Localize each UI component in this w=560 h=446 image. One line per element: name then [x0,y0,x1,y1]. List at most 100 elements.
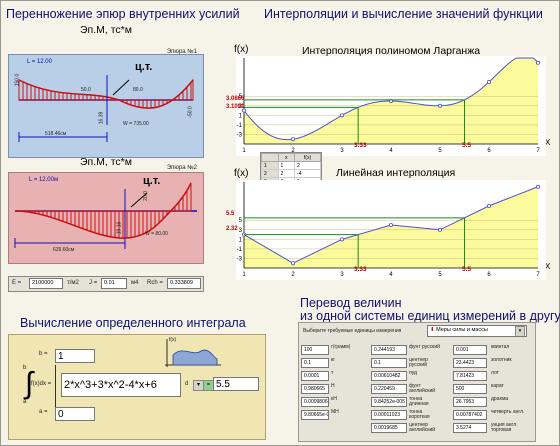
integral-upper: b [23,365,27,371]
expression-field[interactable]: 2*x^3+3*x^2-4*x+6 [61,373,181,397]
x-tick-label: 3 [340,148,344,154]
b-label: b = [39,351,48,357]
integral-sign: ∫ [25,367,34,400]
epure1-val-right: -50.0 [187,106,194,118]
data-point [437,227,442,232]
unit-label: лот [491,370,499,376]
unit-value-field[interactable]: 0.00787402 [453,410,487,420]
unit-value-field[interactable]: 0.00011023 [371,410,407,420]
unit-value-field[interactable]: 0.0001 [301,371,329,381]
chevron-down-icon[interactable]: ▾ [515,326,525,336]
data-point [242,108,247,113]
unit-label: пуд [409,370,417,376]
unit-value-field[interactable]: 0.00610482 [371,371,407,381]
data-point [486,79,491,84]
unit-value-field[interactable]: 23.4423 [453,358,487,368]
x-tick-label: 2 [291,148,295,154]
result-field[interactable]: 5.5 [213,377,259,391]
linear-chart: 1 2 3 4 5 6 7 5 3 1 -1 -3 [236,180,546,280]
epure1-title: Эп.М, тс*м [80,24,132,36]
data-point [486,203,491,208]
epure2-w: W = 80.00 [145,231,168,237]
j-field[interactable]: 0.01 [101,278,127,289]
lagrange-fx-label: f(x) [234,44,249,55]
data-point [388,223,393,228]
unit-value-field[interactable]: 0.244193 [371,345,407,355]
integral-preview-area [172,349,218,366]
epure2-area [14,182,192,239]
units-dropdown-value: Меры силы и массы [436,327,488,333]
units-select-label: Выберите требуемые единицы измерения [303,328,402,334]
epure2-title: Эп.М, тс*м [80,156,132,168]
epure2-val-ct: 19.16 [116,221,123,235]
epure1-val-left: 150.0 [14,73,21,87]
unit-value-field[interactable]: 0.001 [453,345,487,355]
data-point [340,113,345,118]
b-field[interactable]: 1 [55,349,95,363]
y-tick-label: -3 [237,256,243,262]
table-cell[interactable]: 2 [277,169,296,178]
unit-value-field[interactable]: 7.81423 [453,371,487,381]
x-tick-label: 5 [438,148,442,154]
table-row: 2 2 -4 [261,169,321,178]
integral-panel: b = 1 ∫ b a f(x)dx = 2*x^3+3*x^2-4*x+6 d… [8,334,266,440]
unit-value-field[interactable]: 0.000980665 [301,397,329,407]
x-tick-label: 5 [438,272,442,278]
unit-label: Н [331,383,335,389]
y-tick-label: -1 [237,247,243,253]
table-cell[interactable]: -4 [294,169,321,178]
lagrange-title: Интерполяция полиномом Ларганжа [302,45,481,57]
y-tick-label: 5 [239,94,243,100]
e-field[interactable]: 2100000 [29,278,63,289]
unit-value-field[interactable]: 0.1 [301,358,329,368]
unit-label: кг [331,357,336,363]
epure2-panel[interactable]: Эпюра №2 L = 12.00м ц.т. 20.0 19.16 639.… [8,165,204,264]
lagrange-x-mark-1: 3.33 [354,142,367,149]
integral-section-title: Вычисление определенного интеграла [20,316,246,330]
epure1-curve [18,79,194,109]
preview-fx-label: f(x) [169,337,177,343]
unit-label: фунт английский [409,383,436,394]
unit-label: четверть англ. [491,409,525,415]
units-title-2: из одной системы единиц измерений в друг… [300,309,560,323]
unit-value-field[interactable]: 0.220459 [371,384,407,394]
unit-value-field[interactable]: 26.7953 [453,397,487,407]
lagrange-chart: 1 2 3 4 5 6 7 5 3 1 -1 -3 [236,56,546,156]
unit-value-field[interactable]: 500 [453,384,487,394]
a-field[interactable]: 0 [55,407,95,421]
lagrange-x-axis-label: X [545,138,551,147]
rch-field[interactable]: 0.333809 [167,278,201,289]
unit-value-field[interactable]: 9.84252e-005 [371,397,407,407]
integral-preview [165,339,221,367]
unit-value-field[interactable]: 9.80665e-005 [301,410,329,420]
x-tick-label: 4 [389,148,393,154]
unit-value-field[interactable]: 0.0019685 [371,423,407,433]
unit-label: тонна длинная [409,396,429,407]
y-tick-label: -1 [237,123,243,129]
unit-value-field[interactable]: 100 [301,345,329,355]
row-header-cell: 1 [261,161,279,170]
unit-value-field[interactable]: 0.980665 [301,384,329,394]
e-label: E = [12,280,22,286]
table-cell[interactable]: 2 [294,161,321,170]
moments-section-title: Перенножение эпюр внутренних усилий [6,7,240,21]
unit-label: центнер русский [409,357,428,368]
y-tick-label: 5 [239,218,243,224]
x-tick-label: 1 [242,272,246,278]
units-grid: 100 г(грамм) 0.1 кг 0.0001 т 0.980665 Н 0.000980… [301,345,533,439]
x-tick-label: 7 [536,272,540,278]
epure1-ct-label: ц.т. [135,61,153,73]
table-header-cell: f(x) [294,153,321,162]
epure1-dim: 518.46см [45,131,67,137]
unit-label: драхма [491,396,509,402]
unit-label: кН [331,396,337,402]
units-dropdown[interactable]: ⬇ Меры силы и массы ▾ [427,325,527,337]
epure1-tag: Эпюра №1 [166,49,197,55]
epure1-panel[interactable]: Эпюра №1 L = 12.00 ц.т. 150.0 50.0 80.0 … [8,49,204,158]
unit-value-field[interactable]: 3.5274 [453,423,487,433]
linear-fx-label: f(x) [234,168,249,179]
y-tick-label: -3 [237,132,243,138]
unit-value-field[interactable]: 0.1 [371,358,407,368]
table-cell[interactable]: 1 [277,161,296,170]
